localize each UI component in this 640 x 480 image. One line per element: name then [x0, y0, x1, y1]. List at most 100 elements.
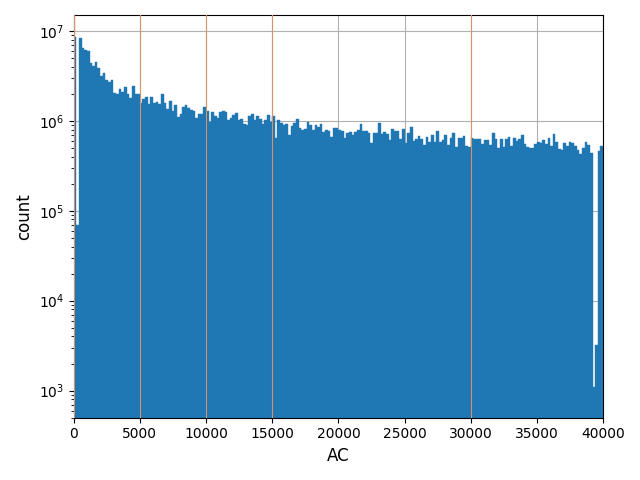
Bar	[497, 148, 500, 480]
Bar	[436, 131, 439, 480]
Bar	[465, 146, 468, 480]
Bar	[137, 94, 140, 480]
Bar	[238, 120, 241, 480]
Bar	[376, 133, 378, 480]
Bar	[193, 111, 195, 480]
Bar	[325, 130, 328, 480]
Bar	[225, 111, 227, 480]
X-axis label: AC: AC	[327, 447, 349, 465]
Bar	[129, 98, 132, 480]
Bar	[185, 105, 188, 480]
Bar	[211, 112, 214, 480]
Bar	[360, 124, 362, 480]
Bar	[486, 140, 490, 480]
Bar	[426, 137, 428, 480]
Bar	[518, 139, 521, 480]
Bar	[293, 123, 296, 480]
Bar	[553, 133, 556, 480]
Bar	[174, 105, 177, 480]
Bar	[188, 108, 190, 480]
Bar	[190, 110, 193, 480]
Bar	[558, 149, 561, 480]
Bar	[166, 109, 169, 480]
Bar	[495, 139, 497, 480]
Bar	[127, 95, 129, 480]
Bar	[241, 119, 243, 480]
Bar	[423, 145, 426, 480]
Bar	[476, 139, 479, 480]
Bar	[428, 143, 431, 480]
Bar	[153, 103, 156, 480]
Bar	[415, 139, 418, 480]
Bar	[95, 61, 97, 480]
Bar	[304, 129, 307, 480]
Bar	[180, 114, 182, 480]
Bar	[593, 387, 595, 480]
Bar	[399, 140, 402, 480]
Bar	[195, 118, 198, 480]
Bar	[76, 225, 79, 480]
Bar	[122, 92, 124, 480]
Bar	[118, 89, 122, 480]
Bar	[145, 96, 148, 480]
Bar	[262, 124, 264, 480]
Bar	[394, 131, 397, 480]
Bar	[420, 139, 423, 480]
Bar	[407, 133, 410, 480]
Bar	[92, 66, 95, 480]
Bar	[442, 140, 444, 480]
Bar	[370, 143, 372, 480]
Bar	[434, 142, 436, 480]
Bar	[481, 144, 484, 480]
Bar	[490, 144, 492, 480]
Bar	[150, 97, 153, 480]
Bar	[280, 123, 283, 480]
Bar	[285, 124, 288, 480]
Bar	[479, 139, 481, 480]
Bar	[397, 131, 399, 480]
Bar	[148, 104, 150, 480]
Bar	[529, 148, 532, 480]
Bar	[333, 128, 336, 480]
Bar	[253, 120, 256, 480]
Y-axis label: count: count	[15, 193, 33, 240]
Bar	[463, 136, 465, 480]
Bar	[158, 104, 161, 480]
Bar	[569, 142, 572, 480]
Bar	[431, 135, 434, 480]
Bar	[357, 130, 360, 480]
Bar	[513, 138, 516, 480]
Bar	[444, 134, 447, 480]
Bar	[339, 130, 341, 480]
Bar	[323, 132, 325, 480]
Bar	[418, 136, 420, 480]
Bar	[542, 141, 545, 480]
Bar	[301, 130, 304, 480]
Bar	[341, 131, 344, 480]
Bar	[447, 144, 449, 480]
Bar	[317, 127, 320, 480]
Bar	[243, 124, 246, 480]
Bar	[579, 154, 582, 480]
Bar	[227, 120, 230, 480]
Bar	[563, 143, 566, 480]
Bar	[209, 122, 211, 480]
Bar	[388, 140, 391, 480]
Bar	[116, 94, 118, 480]
Bar	[346, 132, 349, 480]
Bar	[330, 136, 333, 480]
Bar	[524, 144, 526, 480]
Bar	[468, 146, 471, 480]
Bar	[132, 86, 134, 480]
Bar	[182, 107, 185, 480]
Bar	[372, 133, 376, 480]
Bar	[460, 138, 463, 480]
Bar	[600, 146, 603, 480]
Bar	[439, 142, 442, 480]
Bar	[566, 146, 569, 480]
Bar	[584, 143, 588, 480]
Bar	[545, 144, 548, 480]
Bar	[534, 144, 537, 480]
Bar	[577, 150, 579, 480]
Bar	[143, 99, 145, 480]
